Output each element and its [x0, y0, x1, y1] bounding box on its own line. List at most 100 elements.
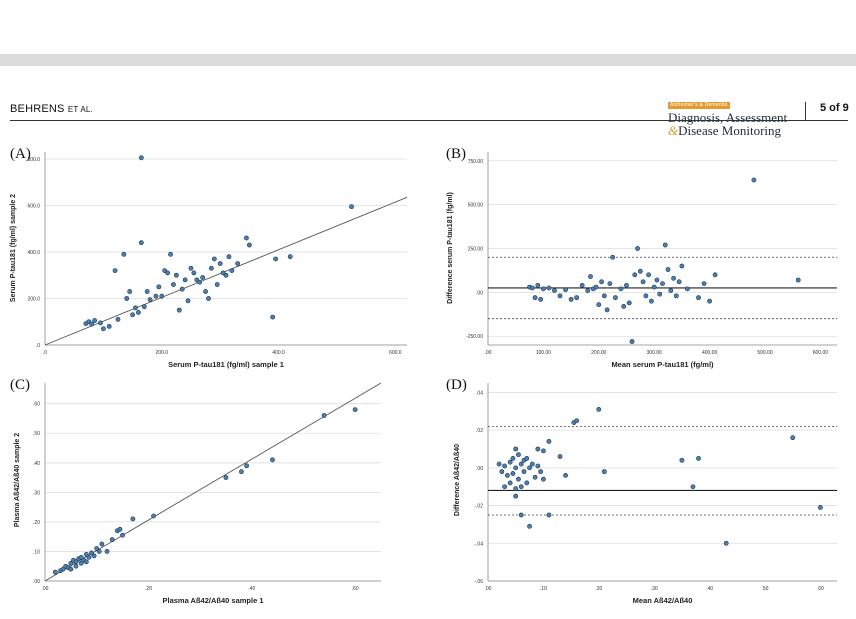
panel-c-data-point	[352, 407, 358, 412]
panel-a-data-point	[229, 268, 235, 273]
panel-b-y-axis-label: Difference serum P-tau181 (fg/ml)	[447, 192, 454, 304]
panel-c-data-point	[73, 563, 79, 569]
panel-b-data-point	[599, 279, 604, 285]
panel-a-x-tick-label: .0	[43, 350, 47, 356]
panel-d-x-tick-label: .20	[595, 586, 602, 592]
panel-c-data-point	[94, 546, 100, 551]
panel-a-data-point	[130, 312, 135, 318]
panel-a-data-point	[133, 305, 138, 311]
panel-b-data-point	[635, 246, 640, 251]
panel-b-data-point	[654, 277, 660, 283]
panel-b-data-point	[604, 307, 610, 313]
panel-b-data-point	[637, 268, 643, 274]
panel-b-data-point	[651, 284, 657, 290]
panel-a-data-point	[165, 270, 171, 276]
author-suffix: ET AL.	[67, 105, 93, 114]
panel-a-data-point	[147, 297, 153, 303]
panel-a-data-point	[349, 204, 354, 210]
panel-d-data-point	[540, 448, 546, 454]
journal-title-line2-text: Disease Monitoring	[678, 123, 782, 138]
panel-a-data-point	[156, 284, 162, 290]
panel-a-data-point	[244, 235, 249, 241]
panel-d-data-point	[790, 435, 796, 441]
panel-c-data-point	[151, 513, 156, 519]
panel-b-data-point	[629, 339, 635, 344]
panel-a-data-point	[173, 272, 179, 278]
panel-b-data-point	[563, 287, 568, 293]
panel-label-d: (D)	[446, 377, 467, 393]
panel-a-data-point	[92, 318, 98, 323]
panel-c-data-point	[91, 553, 97, 559]
panel-a-data-point	[138, 240, 144, 246]
panel-b-data-point	[579, 282, 585, 288]
panel-c-x-axis-label: Plasma Aß42/Aß40 sample 1	[162, 596, 263, 605]
panel-a-data-point	[226, 254, 232, 260]
panel-a-data-point	[115, 317, 121, 322]
panel-c-data-point	[99, 541, 105, 547]
panel-c-x-tick-label: .40	[248, 586, 255, 592]
panel-a-y-tick-label: 800.0	[27, 157, 40, 163]
panel-c-data-point	[120, 532, 125, 538]
panel-d-y-tick-label: .00	[476, 466, 483, 472]
panel-d-data-point	[532, 474, 538, 480]
panel-b-data-point	[671, 275, 676, 281]
panel-c-data-point	[270, 457, 275, 463]
panel-b-data-point	[665, 267, 671, 272]
panel-b-data-point	[596, 302, 602, 308]
panel-b-x-tick-label: .00	[485, 350, 492, 356]
panel-b-data-point	[701, 281, 707, 286]
panel-d-data-point	[507, 459, 513, 465]
panel-d-x-axis-label: Mean Aß42/Aß40	[633, 596, 693, 605]
panel-a-data-point	[112, 268, 118, 273]
panel-b-data-point	[646, 272, 652, 278]
panel-c-y-tick-label: .40	[33, 461, 40, 467]
panel-b-y-tick-label: -250.00	[466, 334, 483, 340]
panel-d-data-point	[524, 456, 530, 461]
panel-c-y-axis-label: Plasma Aß42/Aß40 sample 2	[14, 433, 21, 527]
panel-d-data-point	[596, 406, 602, 412]
panel-a-data-point	[141, 304, 147, 310]
panel-b-data-point	[621, 303, 627, 309]
panel-b-data-point	[707, 298, 712, 304]
panel-a-data-point	[211, 256, 217, 262]
panel-b-x-axis-label: Mean serum P-tau181 (fg/ml)	[611, 360, 714, 369]
panel-d-x-tick-label: .10	[540, 586, 547, 592]
panel-a-data-point	[223, 272, 229, 278]
panel-a-data-point	[121, 251, 127, 257]
panel-c-data-point	[86, 554, 92, 560]
panel-a-data-point	[200, 275, 206, 280]
panel-d-data-point	[504, 472, 510, 478]
panel-b-data-point	[618, 286, 624, 292]
panel-d-data-point	[518, 461, 524, 467]
panel-c-y-tick-label: .20	[33, 520, 40, 526]
panel-b-data-point	[662, 242, 668, 248]
panel-d-data-point	[510, 471, 516, 476]
panel-d-data-point	[601, 469, 607, 475]
panel-label-a: (A)	[10, 146, 31, 162]
panel-d-data-point	[510, 456, 516, 461]
panel-a-fit-line	[44, 196, 408, 346]
panel-d-data-point	[513, 465, 519, 471]
panel-a-data-point	[179, 286, 185, 292]
panel-b-data-point	[574, 295, 580, 301]
author-name: BEHRENS	[10, 103, 65, 115]
panel-d-data-point	[499, 469, 505, 475]
panel-d-y-tick-label: -.04	[474, 541, 483, 547]
panel-c-data-point	[52, 569, 58, 575]
panel-d-data-point	[679, 457, 685, 463]
panel-a-data-point	[182, 277, 188, 283]
panel-b-x-tick-label: 600.00	[813, 350, 829, 356]
panel-d-data-point	[723, 540, 729, 546]
panel-d-data-point	[527, 523, 532, 529]
panel-d-data-point	[518, 512, 524, 518]
panel-d-data-point	[502, 463, 508, 469]
panel-a-x-tick-label: 200.0	[156, 350, 169, 356]
panel-b-data-point	[685, 286, 690, 292]
panel-c-data-point	[83, 559, 89, 565]
panel-b-data-point	[557, 293, 563, 299]
panel-a-data-point	[98, 320, 103, 326]
panel-b-x-tick-label: 200.00	[591, 350, 607, 356]
panel-c-y-tick-label: .10	[33, 549, 40, 555]
journal-title-line2: &Disease Monitoring	[668, 124, 798, 137]
